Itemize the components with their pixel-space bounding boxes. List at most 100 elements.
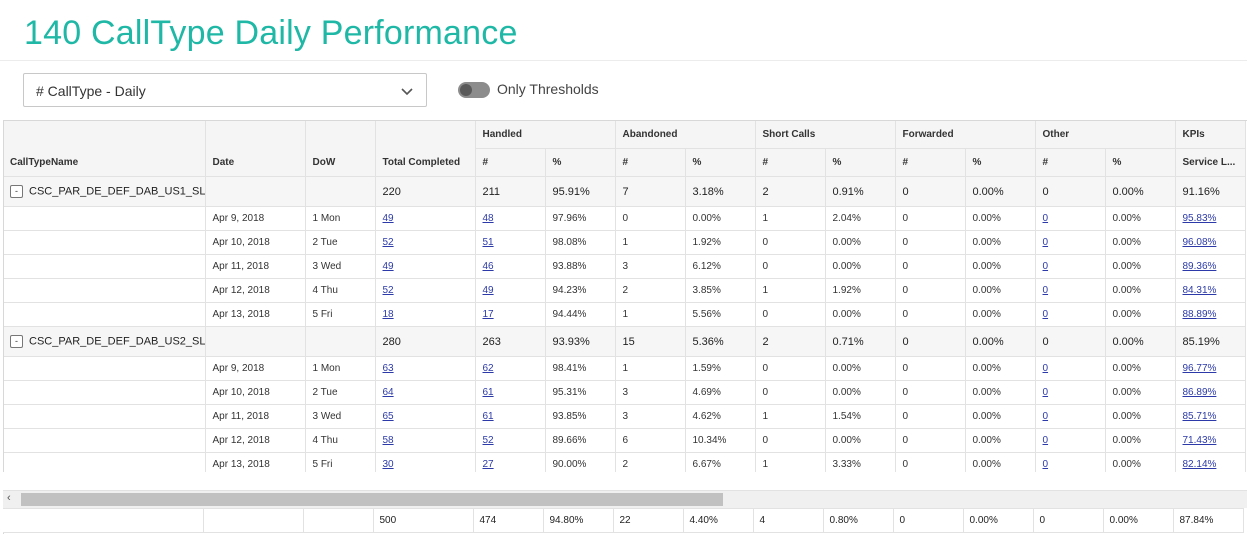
- drilldown-link[interactable]: 63: [382, 363, 394, 374]
- only-thresholds-toggle[interactable]: [458, 82, 490, 98]
- col-header-short-num[interactable]: #: [755, 148, 827, 177]
- drilldown-link[interactable]: 71.43%: [1182, 435, 1217, 446]
- drilldown-link[interactable]: 96.08%: [1182, 237, 1217, 248]
- empty-cell: [4, 278, 207, 303]
- drilldown-link[interactable]: 0: [1042, 387, 1049, 398]
- drilldown-link[interactable]: 52: [382, 285, 394, 296]
- col-header-date[interactable]: Date: [205, 121, 307, 177]
- table-row: Apr 10, 2018 2 Tue 64 61 95.31% 3 4.69% 0 0.00% 0…: [4, 380, 1247, 405]
- col-header-service-level[interactable]: Service L...: [1175, 148, 1247, 177]
- drilldown-link[interactable]: 27: [482, 459, 494, 470]
- group-header-handled: Handled: [475, 121, 617, 149]
- drilldown-link[interactable]: 52: [382, 237, 394, 248]
- total-cell: 0: [1033, 508, 1104, 533]
- drilldown-link[interactable]: 62: [482, 363, 494, 374]
- col-header-handled-num[interactable]: #: [475, 148, 547, 177]
- data-cell: 71.43%: [1175, 428, 1247, 453]
- col-header-short-pct[interactable]: %: [825, 148, 897, 177]
- data-cell: 0.00%: [965, 356, 1037, 381]
- drilldown-link[interactable]: 51: [482, 237, 494, 248]
- scrollbar-thumb[interactable]: [21, 493, 723, 506]
- drilldown-link[interactable]: 0: [1042, 309, 1049, 320]
- data-cell: 84.31%: [1175, 278, 1247, 303]
- col-header-handled-pct[interactable]: %: [545, 148, 617, 177]
- col-header-other-pct[interactable]: %: [1105, 148, 1177, 177]
- col-header-other-num[interactable]: #: [1035, 148, 1107, 177]
- collapse-icon[interactable]: -: [10, 185, 23, 198]
- drilldown-link[interactable]: 30: [382, 459, 394, 470]
- data-cell: 93.85%: [545, 404, 617, 429]
- col-header-total-completed[interactable]: Total Completed: [375, 121, 477, 177]
- table-row: Apr 11, 2018 3 Wed 49 46 93.88% 3 6.12% 0 0.00% 0…: [4, 254, 1247, 279]
- report-type-select[interactable]: # CallType - Daily: [23, 73, 427, 107]
- total-cell: 22: [613, 508, 684, 533]
- collapse-icon[interactable]: -: [10, 335, 23, 348]
- drilldown-link[interactable]: 0: [1042, 435, 1049, 446]
- drilldown-link[interactable]: 0: [1042, 285, 1049, 296]
- drilldown-link[interactable]: 96.77%: [1182, 363, 1217, 374]
- drilldown-link[interactable]: 61: [482, 411, 494, 422]
- drilldown-link[interactable]: 0: [1042, 411, 1049, 422]
- data-cell: 0: [1035, 428, 1107, 453]
- col-header-calltypename[interactable]: CallTypeName: [4, 121, 207, 177]
- drilldown-link[interactable]: 88.89%: [1182, 309, 1217, 320]
- drilldown-link[interactable]: 61: [482, 387, 494, 398]
- data-cell: 10.34%: [685, 428, 757, 453]
- data-cell: 89.66%: [545, 428, 617, 453]
- drilldown-link[interactable]: 89.36%: [1182, 261, 1217, 272]
- drilldown-link[interactable]: 84.31%: [1182, 285, 1217, 296]
- drilldown-link[interactable]: 52: [482, 435, 494, 446]
- data-cell: 0: [895, 230, 967, 255]
- drilldown-link[interactable]: 85.71%: [1182, 411, 1217, 422]
- col-header-abandoned-num[interactable]: #: [615, 148, 687, 177]
- data-cell: 1: [615, 302, 687, 327]
- group-row: - CSC_PAR_DE_DEF_DAB_US2_SL 280 263 93.93% 15…: [4, 326, 1247, 357]
- data-cell: 4.69%: [685, 380, 757, 405]
- drilldown-link[interactable]: 0: [1042, 237, 1049, 248]
- drilldown-link[interactable]: 86.89%: [1182, 387, 1217, 398]
- drilldown-link[interactable]: 0: [1042, 459, 1049, 470]
- drilldown-link[interactable]: 95.83%: [1182, 213, 1217, 224]
- drilldown-link[interactable]: 17: [482, 309, 494, 320]
- data-cell: 0: [895, 302, 967, 327]
- group-header-short-calls: Short Calls: [755, 121, 897, 149]
- drilldown-link[interactable]: 49: [382, 261, 394, 272]
- dow-cell: 5 Fri: [305, 302, 377, 327]
- summary-cell: 0.91%: [825, 176, 897, 207]
- scroll-left-arrow-icon[interactable]: ‹: [7, 492, 11, 504]
- drilldown-link[interactable]: 65: [382, 411, 394, 422]
- total-cell: 94.80%: [543, 508, 614, 533]
- data-cell: 0.00%: [965, 428, 1037, 453]
- data-cell: 88.89%: [1175, 302, 1247, 327]
- table-row: Apr 9, 2018 1 Mon 49 48 97.96% 0 0.00% 1 2.04% 0 0…: [4, 206, 1247, 231]
- data-cell: 63: [375, 356, 477, 381]
- data-cell: 1.92%: [825, 278, 897, 303]
- col-header-forwarded-num[interactable]: #: [895, 148, 967, 177]
- col-header-dow[interactable]: DoW: [305, 121, 377, 177]
- drilldown-link[interactable]: 82.14%: [1182, 459, 1217, 470]
- drilldown-link[interactable]: 49: [382, 213, 394, 224]
- dow-cell: 2 Tue: [305, 230, 377, 255]
- drilldown-link[interactable]: 18: [382, 309, 394, 320]
- data-cell: 0.00%: [1105, 380, 1177, 405]
- drilldown-link[interactable]: 64: [382, 387, 394, 398]
- col-header-forwarded-pct[interactable]: %: [965, 148, 1037, 177]
- group-header-abandoned: Abandoned: [615, 121, 757, 149]
- data-cell: 64: [375, 380, 477, 405]
- data-cell: 52: [375, 278, 477, 303]
- drilldown-link[interactable]: 0: [1042, 213, 1049, 224]
- drilldown-link[interactable]: 48: [482, 213, 494, 224]
- date-cell: Apr 9, 2018: [205, 356, 307, 381]
- drilldown-link[interactable]: 0: [1042, 363, 1049, 374]
- col-header-abandoned-pct[interactable]: %: [685, 148, 757, 177]
- drilldown-link[interactable]: 46: [482, 261, 494, 272]
- empty-cell: [4, 302, 207, 327]
- horizontal-scrollbar[interactable]: ‹: [3, 490, 1247, 508]
- total-cell: 474: [473, 508, 544, 533]
- data-cell: 1: [615, 356, 687, 381]
- drilldown-link[interactable]: 58: [382, 435, 394, 446]
- summary-cell: 0.71%: [825, 326, 897, 357]
- drilldown-link[interactable]: 0: [1042, 261, 1049, 272]
- data-cell: 0: [895, 380, 967, 405]
- drilldown-link[interactable]: 49: [482, 285, 494, 296]
